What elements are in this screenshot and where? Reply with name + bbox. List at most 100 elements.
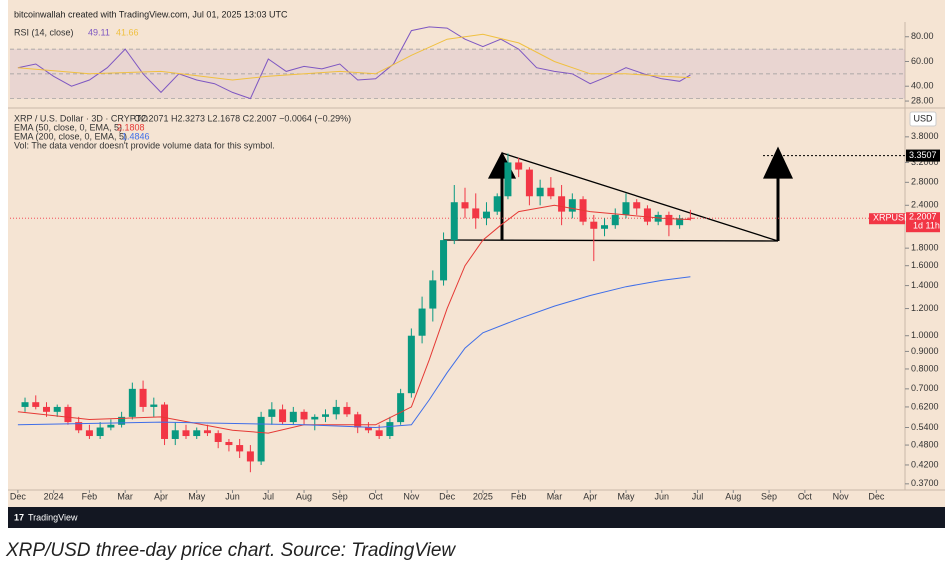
candle-body — [107, 424, 115, 428]
candle-body — [343, 406, 351, 415]
target-label-box — [906, 149, 940, 162]
x-tick-label: May — [188, 491, 206, 501]
y-tick-label: 1.8000 — [911, 243, 939, 253]
candle — [429, 270, 437, 322]
legend-title: RSI (14, close) — [14, 27, 74, 37]
candle — [622, 193, 630, 219]
plot: 80.00 60.00 40.00 28.00 RSI (14, close) 49.11… — [10, 26, 940, 501]
candle-body — [504, 162, 512, 197]
x-tick-label: Jun — [654, 491, 669, 501]
series-line — [17, 33, 691, 81]
candle — [440, 232, 448, 286]
candle — [139, 380, 147, 412]
candle — [161, 402, 169, 446]
x-tick-label: May — [617, 491, 635, 501]
candle-body — [622, 202, 630, 215]
candle-body — [246, 451, 254, 462]
candle — [386, 416, 394, 439]
countdown: 1d 11h — [913, 221, 940, 231]
legend-value: 41.66 — [116, 27, 139, 37]
candle-body — [289, 411, 297, 423]
candle-body — [32, 402, 40, 407]
y-tick-label: 0.7000 — [911, 383, 939, 393]
candle — [601, 218, 609, 237]
trendline-lower — [443, 239, 779, 242]
candle-body — [332, 406, 340, 415]
candle — [268, 402, 276, 425]
x-tick-label: Dec — [10, 491, 27, 501]
candle — [257, 411, 265, 465]
candle — [558, 185, 566, 226]
price-tag-value: 2.2007 — [909, 212, 937, 222]
candle — [182, 424, 190, 439]
series-line — [17, 26, 691, 100]
y-tick-label: 80.00 — [911, 31, 934, 41]
candle-body — [450, 202, 458, 241]
legend-ohlc: O2.2071 H2.3273 L2.1678 C2.2007 −0.0064 … — [134, 113, 351, 123]
y-tick-label: 28.00 — [911, 95, 934, 105]
candle-body — [182, 430, 190, 437]
candle-body — [311, 416, 319, 420]
legend-value: 2.1808 — [117, 122, 145, 132]
candle-body — [75, 422, 83, 431]
candle-body — [547, 187, 555, 197]
x-tick-label: Aug — [725, 491, 741, 501]
candle — [53, 404, 61, 417]
candle — [128, 382, 136, 420]
y-tick-label: 0.9000 — [911, 346, 939, 356]
candle-body — [236, 445, 244, 452]
legend-series: EMA (200, close, 0, EMA, 5) — [14, 131, 127, 141]
x-tick-label: Nov — [833, 491, 850, 501]
candle-body — [676, 218, 684, 226]
candle-body — [461, 202, 469, 209]
candle — [289, 406, 297, 425]
x-tick-label: Jun — [225, 491, 240, 501]
candle-body — [225, 441, 233, 446]
candle — [236, 438, 244, 459]
x-tick-label: Mar — [547, 491, 563, 501]
candle — [107, 419, 115, 431]
y-tick-label: 60.00 — [911, 56, 934, 66]
candle-body — [515, 162, 523, 170]
candle-body — [96, 427, 104, 437]
candle — [461, 187, 469, 219]
candle-body — [257, 416, 265, 462]
candle-body — [472, 208, 480, 219]
candle — [150, 397, 158, 417]
candle — [193, 427, 201, 439]
candle-body — [536, 187, 544, 197]
currency-button[interactable] — [909, 111, 937, 127]
trendline-upper — [501, 152, 779, 242]
candle-body — [171, 430, 179, 439]
symbol-label: XRPUSD — [873, 213, 911, 223]
x-tick-label: 2025 — [473, 491, 493, 501]
x-tick-label: Mar — [117, 491, 133, 501]
candle-body — [193, 430, 201, 437]
candle — [418, 296, 426, 344]
candle — [568, 193, 576, 219]
candle — [407, 328, 415, 398]
candle — [611, 208, 619, 229]
candle — [332, 399, 340, 420]
candle-body — [268, 409, 276, 417]
candle — [482, 202, 490, 226]
y-tick-label: 0.4800 — [911, 439, 939, 449]
x-tick-label: Oct — [798, 491, 813, 501]
candle — [686, 209, 694, 221]
legend-series: EMA (50, close, 0, EMA, 5) — [14, 122, 122, 132]
y-tick-label: 1.6000 — [911, 260, 939, 270]
y-tick-label: 0.4200 — [911, 459, 939, 469]
candle-body — [397, 393, 405, 423]
y-tick-label: 3.2000 — [911, 157, 939, 167]
candle — [504, 153, 512, 200]
candle-body — [568, 199, 576, 212]
candle-body — [686, 217, 694, 219]
candle-body — [601, 225, 609, 229]
candle-body — [53, 406, 61, 412]
candle-body — [482, 211, 490, 219]
candle — [279, 404, 287, 425]
x-tick-label: Aug — [296, 491, 312, 501]
x-tick-label: 2024 — [44, 491, 64, 501]
y-tick-label: 1.4000 — [911, 280, 939, 290]
candle — [322, 409, 330, 423]
